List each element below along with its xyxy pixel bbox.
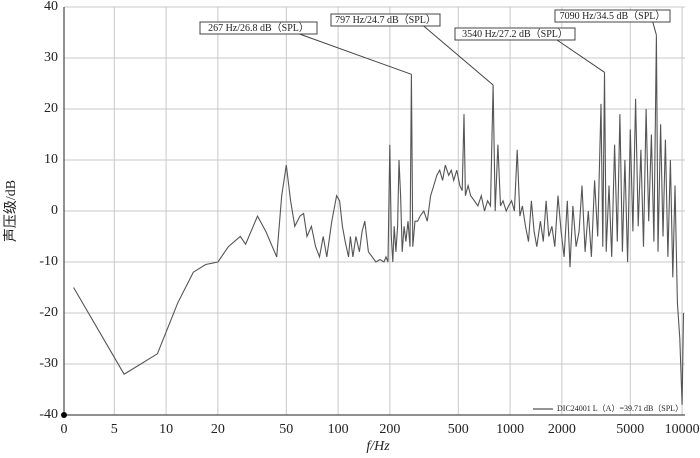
annotation-text: 7090 Hz/34.5 dB（SPL） [560, 10, 666, 22]
y-tick-label: -40 [39, 407, 58, 422]
y-tick-label: 10 [44, 152, 58, 167]
y-tick-label: -10 [39, 254, 58, 269]
annotation-box [454, 27, 576, 41]
x-tick-label: 0 [61, 422, 68, 437]
annotation-box [554, 9, 671, 23]
annotation-leader [299, 33, 412, 75]
x-tick-label: 10000 [665, 422, 700, 437]
annotation-leader [423, 25, 494, 86]
y-tick-label: 0 [51, 203, 58, 218]
data-line [73, 35, 685, 405]
x-tick-label: 200 [379, 422, 400, 437]
annotation-box [330, 13, 441, 27]
annotation-text: 267 Hz/26.8 dB（SPL） [208, 22, 309, 34]
y-axis-label: 声压级/dB [3, 180, 19, 242]
x-tick-label: 5000 [616, 422, 644, 437]
x-tick-label: 500 [448, 422, 469, 437]
annotation-text: 797 Hz/24.7 dB（SPL） [335, 14, 436, 26]
axis-origin [61, 412, 67, 418]
y-tick-label: -20 [39, 305, 58, 320]
annotation-box [199, 21, 318, 35]
legend-label: DIC24001 L（A）=39.71 dB（SPL） [557, 404, 683, 413]
y-tick-label: -30 [39, 356, 58, 371]
y-tick-label: 20 [44, 101, 58, 116]
x-tick-label: 2000 [548, 422, 576, 437]
annotation-leader [652, 21, 657, 36]
annotation-leader [556, 39, 605, 73]
y-tick-label: 40 [44, 0, 58, 14]
annotation-text: 3540 Hz/27.2 dB（SPL） [462, 28, 568, 40]
y-tick-label: 30 [44, 50, 58, 65]
x-tick-label: 10 [159, 422, 173, 437]
x-tick-label: 5 [111, 422, 118, 437]
x-axis-label: f/Hz [366, 439, 390, 454]
x-tick-label: 50 [279, 422, 293, 437]
x-tick-label: 20 [211, 422, 225, 437]
x-tick-label: 100 [328, 422, 349, 437]
x-tick-label: 1000 [496, 422, 524, 437]
